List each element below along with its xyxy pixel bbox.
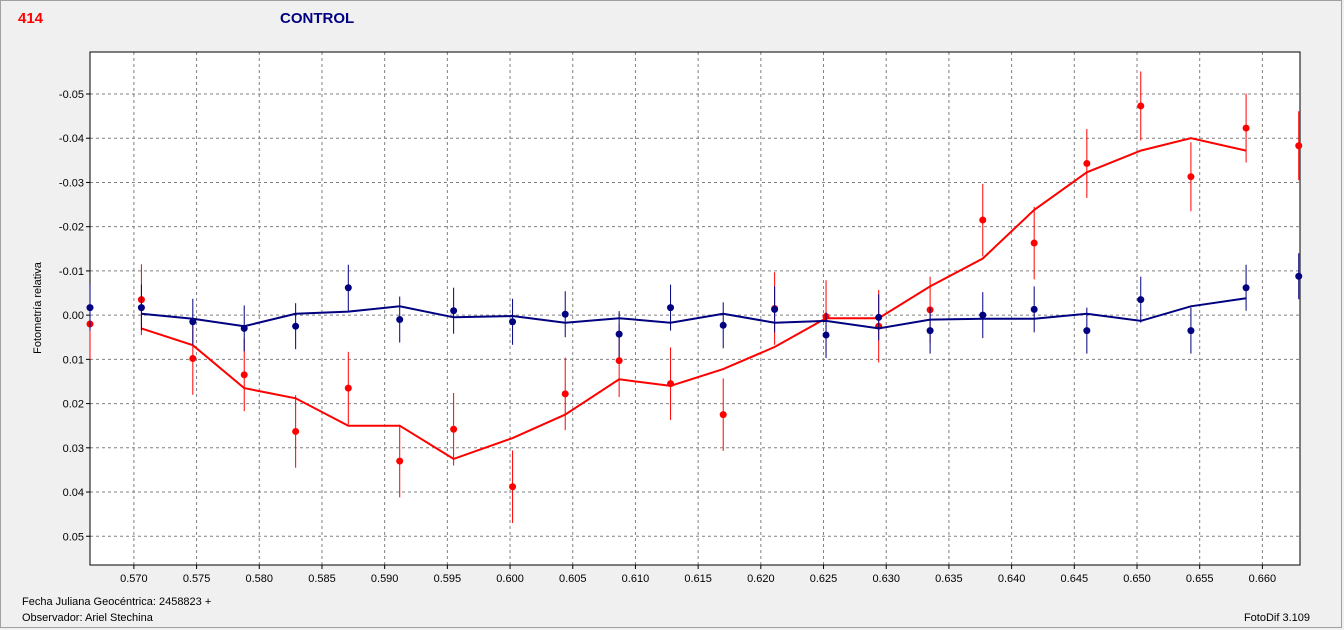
- control-point: [509, 318, 517, 326]
- star-point: [189, 354, 197, 362]
- x-tick-label: 0.630: [872, 573, 900, 585]
- star-id-label: 414: [18, 10, 44, 27]
- star-point: [450, 425, 458, 433]
- star-point: [1187, 173, 1195, 181]
- control-point: [1242, 284, 1250, 292]
- y-tick-label: 0.03: [63, 443, 84, 455]
- x-tick-label: 0.585: [308, 573, 336, 585]
- control-line: [141, 297, 1247, 330]
- observer-label: Observador: Ariel Stechina: [22, 612, 153, 624]
- star-point: [292, 427, 300, 435]
- x-tick-label: 0.620: [747, 573, 775, 585]
- y-tick-label: 0.01: [63, 354, 84, 366]
- control-point: [450, 307, 458, 315]
- x-tick-label: 0.615: [684, 573, 712, 585]
- star-point: [719, 411, 727, 419]
- x-tick-label: 0.655: [1186, 573, 1214, 585]
- control-point: [240, 324, 248, 332]
- star-point: [240, 371, 248, 379]
- x-tick-label: 0.590: [371, 573, 399, 585]
- x-tick-label: 0.660: [1249, 573, 1277, 585]
- y-tick-label: 0.05: [63, 531, 84, 543]
- x-tick-label: 0.635: [935, 573, 963, 585]
- control-point: [1030, 305, 1038, 313]
- julian-date-label: Fecha Juliana Geocéntrica: 2458823 +: [22, 596, 212, 608]
- y-tick-label: -0.05: [59, 89, 84, 101]
- star-point: [1137, 102, 1145, 110]
- x-tick-label: 0.625: [810, 573, 838, 585]
- control-point: [1295, 272, 1303, 280]
- x-tick-label: 0.650: [1123, 573, 1151, 585]
- x-tick-label: 0.570: [120, 573, 148, 585]
- control-point: [561, 310, 569, 318]
- star-point: [344, 384, 352, 392]
- x-tick-label: 0.645: [1061, 573, 1089, 585]
- control-point: [771, 305, 779, 313]
- y-tick-label: -0.02: [59, 222, 84, 234]
- x-tick-label: 0.610: [622, 573, 650, 585]
- chart-title: CONTROL: [280, 10, 355, 27]
- x-tick-label: 0.640: [998, 573, 1026, 585]
- star-point: [561, 390, 569, 398]
- star-point: [615, 357, 623, 365]
- star-point: [1242, 124, 1250, 132]
- control-point: [344, 284, 352, 292]
- control-point: [719, 321, 727, 329]
- x-tick-label: 0.595: [434, 573, 462, 585]
- star-point: [509, 483, 517, 491]
- control-point: [1083, 327, 1091, 335]
- control-point: [822, 331, 830, 339]
- control-point: [189, 318, 197, 326]
- y-tick-label: -0.03: [59, 177, 84, 189]
- control-point: [86, 304, 94, 312]
- control-point: [979, 311, 987, 319]
- star-point: [979, 216, 987, 224]
- star-point: [1030, 239, 1038, 247]
- star-line: [141, 137, 1247, 461]
- control-point: [137, 304, 145, 312]
- control-point: [1137, 296, 1145, 304]
- control-point: [292, 322, 300, 330]
- control-point: [926, 327, 934, 335]
- star-point: [396, 457, 404, 465]
- x-tick-label: 0.575: [183, 573, 211, 585]
- x-tick-label: 0.580: [246, 573, 274, 585]
- control-point: [1187, 327, 1195, 335]
- y-tick-label: 0.02: [63, 399, 84, 411]
- x-tick-label: 0.600: [496, 573, 524, 585]
- y-tick-label: -0.01: [59, 266, 84, 278]
- star-point: [1083, 159, 1091, 167]
- y-tick-label: 0.00: [63, 310, 84, 322]
- plot-area: [90, 52, 1300, 565]
- y-tick-label: -0.04: [59, 133, 84, 145]
- y-axis-title: Fotometría relativa: [32, 262, 44, 354]
- y-tick-label: 0.04: [63, 487, 84, 499]
- software-version-label: FotoDif 3.109: [1243, 612, 1310, 624]
- x-tick-label: 0.605: [559, 573, 587, 585]
- star-point: [1295, 142, 1303, 150]
- star-point: [667, 380, 675, 388]
- control-point: [396, 316, 404, 324]
- control-point: [875, 313, 883, 321]
- control-point: [615, 330, 623, 338]
- control-point: [667, 304, 675, 312]
